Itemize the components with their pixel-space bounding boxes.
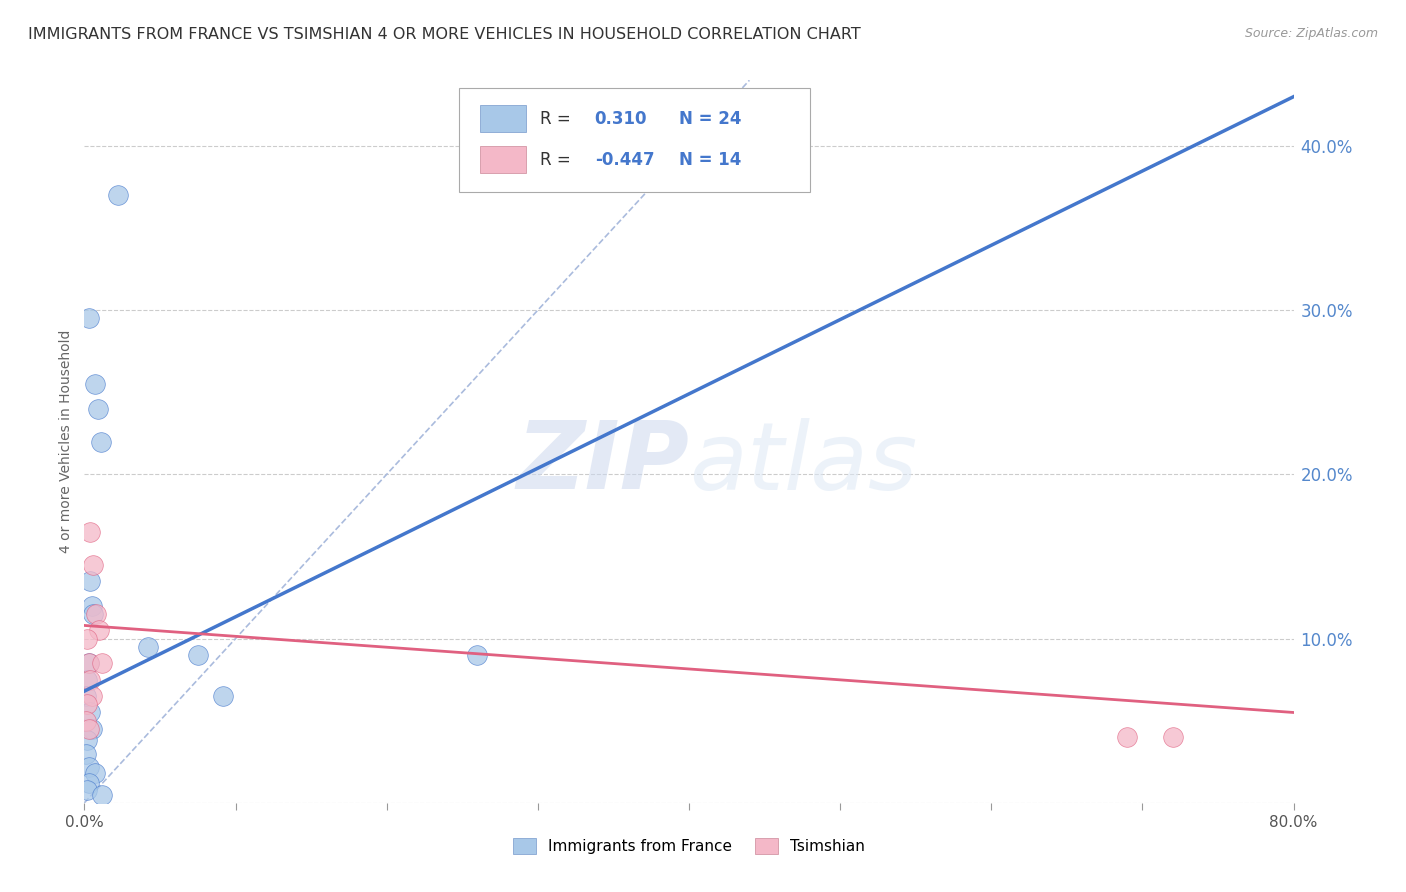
Point bbox=[76, 733, 98, 747]
Text: 0.310: 0.310 bbox=[595, 110, 647, 128]
Text: IMMIGRANTS FROM FRANCE VS TSIMSHIAN 4 OR MORE VEHICLES IN HOUSEHOLD CORRELATION : IMMIGRANTS FROM FRANCE VS TSIMSHIAN 4 OR… bbox=[28, 27, 860, 42]
Y-axis label: 4 or more Vehicles in Household: 4 or more Vehicles in Household bbox=[59, 330, 73, 553]
Point bbox=[107, 188, 129, 202]
FancyBboxPatch shape bbox=[479, 105, 526, 132]
Point bbox=[187, 648, 209, 662]
Point bbox=[89, 624, 111, 638]
Point bbox=[91, 657, 114, 671]
Point bbox=[80, 599, 103, 613]
Text: -0.447: -0.447 bbox=[595, 151, 654, 169]
Point bbox=[76, 673, 98, 687]
Point bbox=[80, 689, 103, 703]
Text: atlas: atlas bbox=[689, 417, 917, 508]
Point bbox=[79, 673, 101, 687]
Point bbox=[75, 714, 97, 728]
Point bbox=[1116, 730, 1139, 744]
Text: Source: ZipAtlas.com: Source: ZipAtlas.com bbox=[1244, 27, 1378, 40]
Point bbox=[212, 689, 235, 703]
FancyBboxPatch shape bbox=[479, 146, 526, 173]
Point bbox=[77, 760, 100, 774]
Point bbox=[91, 788, 114, 802]
Point bbox=[82, 558, 104, 572]
Legend: Immigrants from France, Tsimshian: Immigrants from France, Tsimshian bbox=[506, 832, 872, 860]
Point bbox=[76, 632, 98, 646]
Text: R =: R = bbox=[540, 151, 576, 169]
Point bbox=[87, 401, 110, 416]
Point bbox=[77, 657, 100, 671]
Point bbox=[1161, 730, 1184, 744]
Point bbox=[75, 747, 97, 761]
Point bbox=[79, 574, 101, 588]
Text: N = 14: N = 14 bbox=[679, 151, 741, 169]
FancyBboxPatch shape bbox=[460, 87, 810, 193]
Point bbox=[84, 766, 107, 780]
Point bbox=[75, 689, 97, 703]
Point bbox=[86, 607, 108, 621]
Point bbox=[77, 311, 100, 326]
Text: ZIP: ZIP bbox=[516, 417, 689, 509]
Point bbox=[467, 648, 489, 662]
Point bbox=[77, 776, 100, 790]
Point bbox=[79, 706, 101, 720]
Point bbox=[80, 722, 103, 736]
Point bbox=[82, 607, 104, 621]
Text: R =: R = bbox=[540, 110, 576, 128]
Point bbox=[76, 782, 98, 797]
Point bbox=[84, 377, 107, 392]
Point bbox=[79, 524, 101, 539]
Point bbox=[77, 657, 100, 671]
Point bbox=[90, 434, 112, 449]
Text: N = 24: N = 24 bbox=[679, 110, 742, 128]
Point bbox=[77, 722, 100, 736]
Point bbox=[76, 698, 98, 712]
Point bbox=[136, 640, 159, 654]
